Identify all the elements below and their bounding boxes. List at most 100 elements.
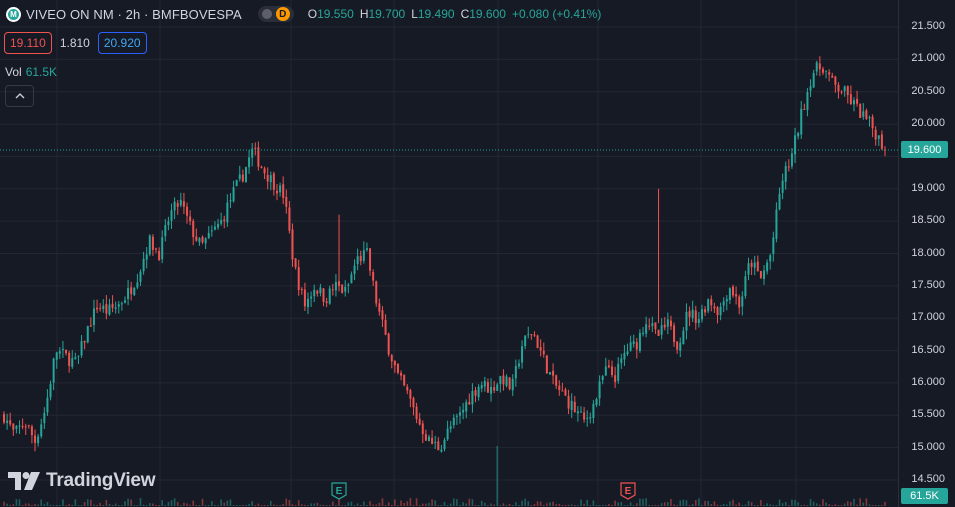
volume-bar bbox=[660, 503, 663, 506]
volume-bar bbox=[713, 501, 716, 506]
volume-bar bbox=[471, 499, 474, 506]
candle-body bbox=[778, 193, 781, 210]
volume-bar bbox=[263, 505, 266, 506]
volume-bar bbox=[335, 505, 337, 506]
candle-body bbox=[561, 390, 564, 392]
candle-body bbox=[238, 174, 241, 179]
volume-bar bbox=[620, 502, 623, 506]
candle-body bbox=[731, 286, 734, 296]
candle-body bbox=[217, 224, 220, 228]
volume-label: Vol bbox=[5, 65, 22, 79]
candle-body bbox=[527, 334, 530, 336]
volume-bar bbox=[729, 501, 731, 506]
volume-bar bbox=[775, 505, 778, 506]
volume-bar bbox=[232, 505, 235, 506]
candle-body bbox=[787, 166, 790, 168]
candle-body bbox=[279, 185, 282, 193]
volume-bar bbox=[173, 498, 176, 506]
candle-body bbox=[713, 306, 716, 309]
candle-body bbox=[735, 294, 738, 297]
volume-bar bbox=[797, 502, 799, 506]
candle-body bbox=[611, 366, 614, 376]
candle-body bbox=[111, 303, 114, 308]
candle-body bbox=[617, 363, 620, 381]
candle-body bbox=[837, 84, 840, 92]
volume-bar bbox=[803, 504, 806, 506]
symbol-legend: M VIVEO ON NM · 2h · BMFBOVESPA D O19.55… bbox=[6, 6, 601, 22]
candle-body bbox=[545, 355, 548, 374]
volume-bar bbox=[846, 501, 849, 506]
volume-bar bbox=[189, 504, 191, 506]
volume-bar bbox=[43, 503, 46, 506]
candle-body bbox=[493, 387, 496, 391]
candle-body bbox=[586, 417, 589, 419]
candle-body bbox=[55, 352, 58, 360]
candle-body bbox=[626, 351, 629, 355]
tradingview-logo[interactable]: TradingView bbox=[8, 470, 156, 492]
earnings-marker[interactable]: E bbox=[331, 482, 347, 500]
candle-body bbox=[620, 358, 623, 364]
candle-body bbox=[9, 420, 12, 425]
candle-body bbox=[369, 248, 372, 271]
candle-body bbox=[251, 148, 254, 158]
candle-body bbox=[483, 380, 486, 387]
candle-body bbox=[393, 360, 396, 366]
price-axis-tick-label: 18.000 bbox=[911, 246, 945, 259]
volume-legend[interactable]: Vol 61.5K bbox=[5, 65, 57, 79]
candle-body bbox=[86, 326, 89, 343]
collapse-legend-button[interactable] bbox=[5, 85, 34, 107]
candle-body bbox=[353, 265, 356, 274]
candle-body bbox=[651, 323, 654, 326]
candle-body bbox=[21, 426, 24, 428]
candle-body bbox=[710, 299, 713, 306]
candle-body bbox=[828, 72, 831, 75]
volume-bar bbox=[648, 504, 651, 506]
volume-bar bbox=[46, 501, 49, 506]
candle-body bbox=[71, 358, 74, 367]
ohlc-values: O19.550 H19.700 L19.490 C19.600 +0.080 (… bbox=[307, 7, 602, 21]
volume-bar bbox=[865, 498, 868, 506]
volume-bar bbox=[183, 502, 185, 506]
candle-body bbox=[840, 91, 843, 93]
candle-body bbox=[511, 378, 514, 391]
volume-bar bbox=[301, 504, 303, 506]
volume-bar bbox=[431, 499, 433, 506]
upcoming-earnings-marker[interactable]: E bbox=[620, 482, 636, 500]
volume-bar bbox=[350, 501, 353, 506]
candle-body bbox=[604, 366, 607, 376]
candle-body bbox=[474, 390, 477, 396]
candle-body bbox=[576, 411, 579, 414]
volume-bar bbox=[850, 501, 852, 506]
candle-body bbox=[282, 184, 285, 198]
volume-bar bbox=[508, 503, 511, 506]
candle-body bbox=[629, 342, 632, 351]
symbol-title[interactable]: VIVEO ON NM · 2h · BMFBOVESPA bbox=[26, 6, 242, 22]
volume-bar bbox=[260, 505, 263, 506]
candle-body bbox=[275, 190, 278, 194]
candle-body bbox=[558, 385, 561, 390]
candle-body bbox=[691, 309, 694, 319]
candle-body bbox=[83, 341, 86, 343]
volume-bar bbox=[201, 498, 204, 506]
volume-bar bbox=[800, 505, 803, 506]
candle-body bbox=[65, 349, 68, 354]
price-axis-tick-label: 20.000 bbox=[911, 117, 945, 130]
volume-bar bbox=[608, 503, 610, 506]
sell-button[interactable]: 19.110 bbox=[4, 32, 52, 54]
candle-body bbox=[738, 296, 741, 308]
volume-bar bbox=[223, 502, 226, 506]
candle-body bbox=[341, 284, 344, 293]
volume-bar bbox=[142, 504, 145, 506]
candle-body bbox=[471, 390, 474, 405]
buy-button[interactable]: 20.920 bbox=[97, 32, 147, 54]
volume-bar bbox=[515, 502, 517, 506]
market-status-flag[interactable]: D bbox=[257, 6, 294, 22]
candle-body bbox=[750, 262, 753, 267]
candle-body bbox=[223, 219, 226, 222]
candle-body bbox=[365, 248, 368, 250]
candle-body bbox=[328, 288, 331, 304]
candle-body bbox=[657, 329, 660, 336]
candle-body bbox=[607, 365, 610, 368]
volume-bar bbox=[601, 504, 604, 506]
